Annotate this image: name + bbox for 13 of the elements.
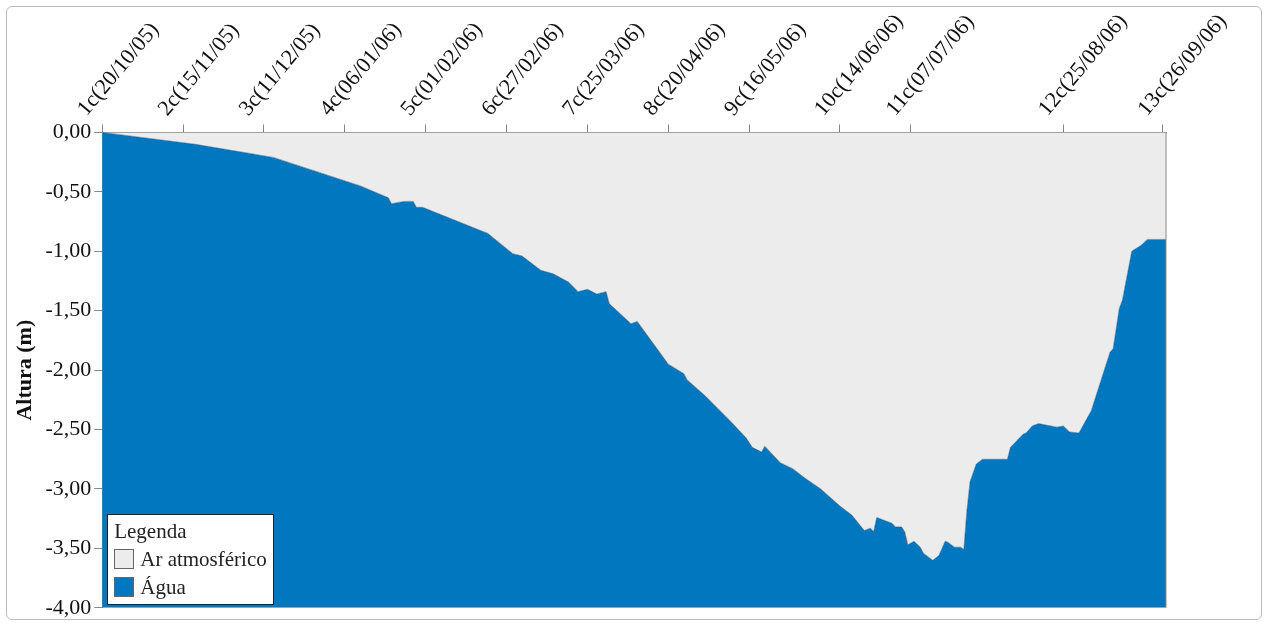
y-tick-label: -2,00 <box>45 355 92 381</box>
y-tick-label: -1,00 <box>45 237 92 263</box>
y-tick-label: -3,00 <box>45 474 92 500</box>
y-tick-label: 0,00 <box>52 118 92 144</box>
y-tick-label: -4,00 <box>45 593 92 619</box>
legend-title: Legenda <box>114 518 188 544</box>
y-tick-label: -2,50 <box>45 415 92 441</box>
legend-label: Ar atmosférico <box>140 546 267 572</box>
y-tick-label: -0,50 <box>45 177 92 203</box>
series-label: Água <box>140 574 186 600</box>
y-tick-label: -3,50 <box>45 534 92 560</box>
y-axis-title: Altura (m) <box>10 319 36 421</box>
y-tick-label: -1,50 <box>45 296 92 322</box>
